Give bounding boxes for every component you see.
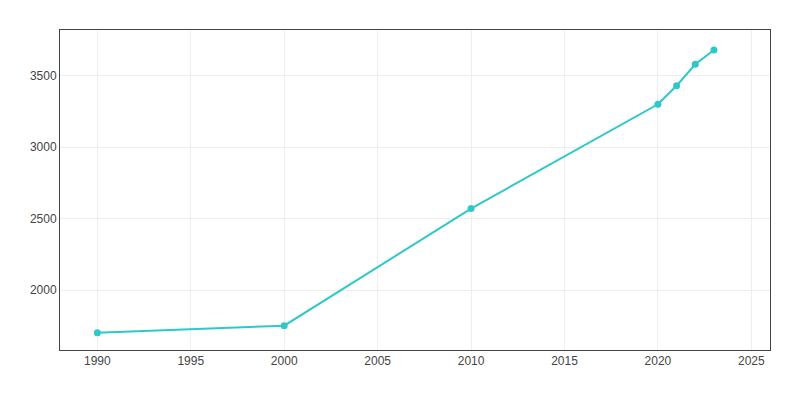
svg-text:2020: 2020	[645, 354, 672, 368]
svg-text:2005: 2005	[364, 354, 391, 368]
svg-text:1995: 1995	[177, 354, 204, 368]
svg-text:3500: 3500	[30, 69, 57, 83]
svg-text:2025: 2025	[738, 354, 765, 368]
svg-text:2015: 2015	[551, 354, 578, 368]
svg-text:2010: 2010	[458, 354, 485, 368]
svg-text:3000: 3000	[30, 140, 57, 154]
svg-text:2000: 2000	[30, 283, 57, 297]
svg-text:1990: 1990	[84, 354, 111, 368]
svg-text:2000: 2000	[271, 354, 298, 368]
svg-text:2500: 2500	[30, 212, 57, 226]
